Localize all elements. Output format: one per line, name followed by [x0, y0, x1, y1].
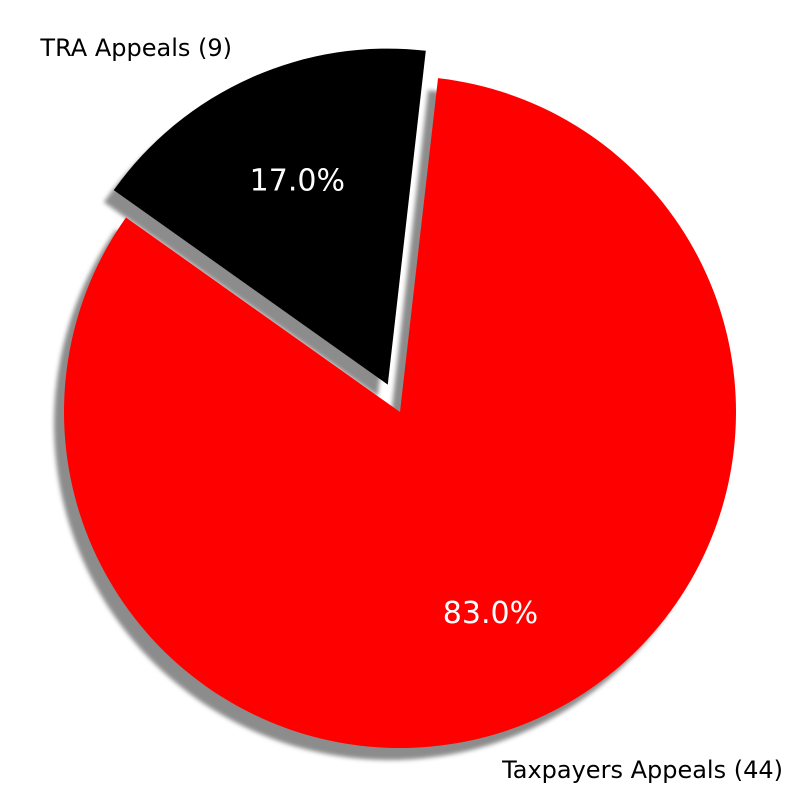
percent-label-taxpayers: 83.0%	[443, 596, 538, 631]
slice-label-tra: TRA Appeals (9)	[39, 34, 232, 62]
label-layer: 17.0% TRA Appeals (9) 83.0% Taxpayers Appea…	[39, 34, 783, 784]
percent-label-tra: 17.0%	[250, 164, 345, 199]
slice-layer	[64, 48, 736, 748]
slice-label-taxpayers: Taxpayers Appeals (44)	[501, 756, 783, 784]
pie-slice-tra	[113, 48, 426, 385]
pie-slice-taxpayers	[64, 78, 736, 748]
